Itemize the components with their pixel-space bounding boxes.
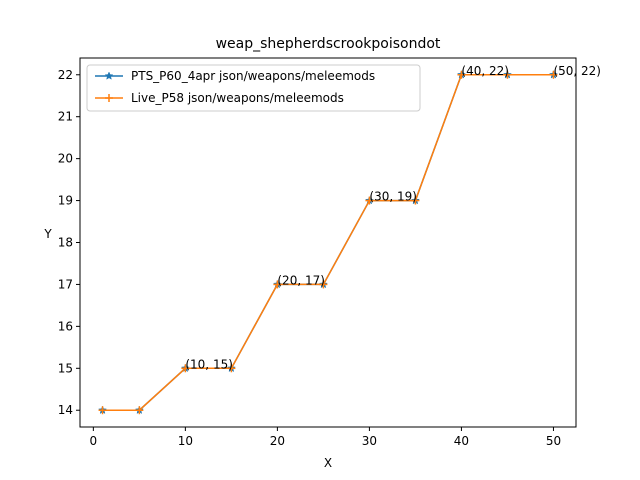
y-tick-label: 14 [58, 403, 73, 417]
legend-box [86, 64, 421, 112]
x-axis-ticks: 0 10 20 30 40 50 [90, 427, 561, 448]
y-axis-label: Y [43, 227, 52, 241]
legend-label-live: Live_P58 json/weapons/meleemods [131, 91, 344, 105]
x-tick-label: 10 [178, 434, 193, 448]
series-1 [98, 70, 558, 415]
data-point [273, 280, 282, 289]
series-line [102, 74, 554, 411]
legend-swatch-marker [104, 71, 114, 80]
data-point [457, 70, 466, 79]
y-axis-ticks: 14 15 16 17 18 19 20 21 22 [58, 68, 80, 417]
y-tick-label: 21 [58, 110, 73, 124]
point-annotation: (30, 19) [369, 190, 417, 204]
legend-label-pts: PTS_P60_4apr json/weapons/meleemods [131, 69, 375, 83]
series-line [102, 74, 554, 411]
y-tick-label: 18 [58, 236, 73, 250]
x-axis-label: X [324, 456, 332, 470]
data-point [365, 196, 374, 205]
data-point [503, 70, 512, 79]
data-point [319, 280, 328, 289]
data-point [135, 406, 144, 415]
x-tick-label: 0 [90, 434, 98, 448]
x-tick-label: 30 [362, 434, 377, 448]
data-point [227, 364, 236, 373]
y-tick-label: 20 [58, 152, 73, 166]
point-annotation: (50, 22) [553, 64, 601, 78]
y-tick-label: 15 [58, 361, 73, 375]
x-tick-label: 50 [546, 434, 561, 448]
point-annotation: (10, 15) [185, 357, 233, 371]
y-tick-label: 22 [58, 68, 73, 82]
legend: PTS_P60_4apr json/weapons/meleemods Live… [86, 64, 421, 112]
data-point [549, 70, 558, 79]
data-point [98, 406, 107, 415]
series-0 [98, 70, 558, 414]
data-point [181, 364, 190, 373]
series-layer [98, 70, 558, 415]
y-tick-label: 16 [58, 319, 73, 333]
y-tick-label: 17 [58, 277, 73, 291]
legend-swatch-marker [105, 94, 113, 102]
x-tick-label: 40 [454, 434, 469, 448]
data-point [411, 196, 420, 205]
point-annotation: (40, 22) [461, 64, 509, 78]
y-tick-label: 19 [58, 194, 73, 208]
point-annotation: (20, 17) [277, 273, 325, 287]
chart-title: weap_shepherdscrookpoisondot [216, 36, 441, 52]
x-tick-label: 20 [270, 434, 285, 448]
annotations: (10, 15) (20, 17) (30, 19) (40, 22) (50, 22) [185, 64, 601, 372]
axes-frame [79, 57, 577, 428]
plot-area [79, 57, 577, 428]
